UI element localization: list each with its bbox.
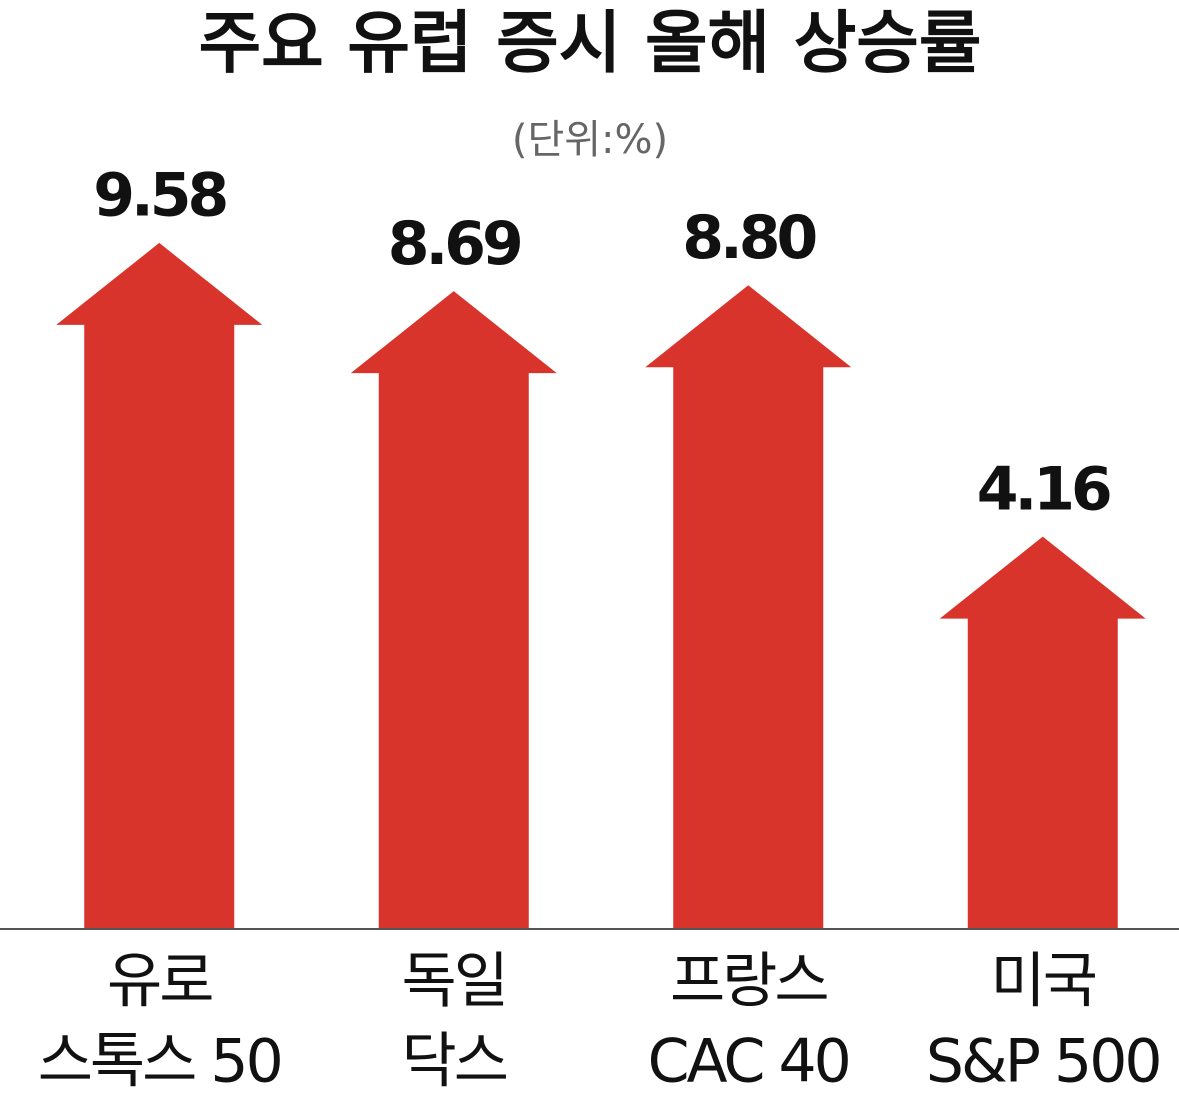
x-tick-label: 스톡스 50 xyxy=(38,1027,281,1097)
value-label: 8.80 xyxy=(682,203,815,273)
arrow-bar xyxy=(56,242,263,928)
x-tick-label: CAC 40 xyxy=(648,1027,849,1097)
x-tick-label: 유로 xyxy=(107,947,212,1017)
x-tick-label: 닥스 xyxy=(402,1027,507,1097)
x-tick-label: 독일 xyxy=(402,947,506,1017)
arrow-bar xyxy=(939,536,1146,928)
x-tick-label: S&P 500 xyxy=(926,1027,1160,1097)
value-label: 4.16 xyxy=(977,454,1110,524)
arrow-bar xyxy=(645,285,852,928)
arrow-bar xyxy=(350,291,557,928)
x-tick-label: 프랑스 xyxy=(670,947,827,1017)
chart-title: 주요 유럽 증시 올해 상승률 xyxy=(199,5,982,84)
chart-subtitle: (단위:%) xyxy=(512,117,668,163)
value-label: 9.58 xyxy=(93,161,226,231)
x-tick-label: 미국 xyxy=(991,947,1096,1017)
value-label: 8.69 xyxy=(388,209,520,279)
